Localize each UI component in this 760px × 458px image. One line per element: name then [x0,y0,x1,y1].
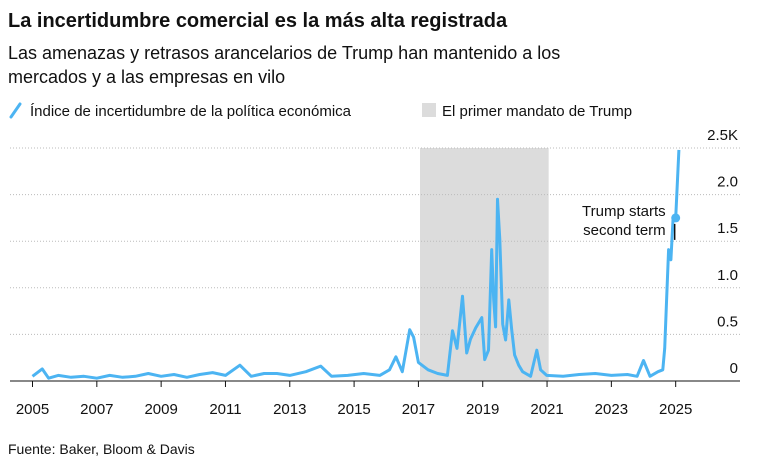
x-tick-label: 2009 [144,401,177,418]
chart-title: La incertidumbre comercial es la más alt… [8,10,508,32]
x-tick-label: 2005 [16,401,49,418]
x-tick-label: 2023 [595,401,628,418]
legend-label: Índice de incertidumbre de la política e… [30,103,352,120]
y-tick-label: 2.0 [717,174,738,191]
data-line [31,149,681,380]
x-tick-label: 2011 [209,401,241,418]
x-tick-label: 2021 [530,401,563,418]
legend-line [9,102,22,119]
x-tick-label: 2013 [273,401,306,418]
x-tick-label: 2017 [402,401,435,418]
annotation-text: Trump starts [582,203,666,220]
subtitle: Las amenazas y retrasos arancelarios de … [8,43,560,63]
x-tick-label: 2015 [337,401,370,418]
y-tick-label: 1.0 [717,267,738,284]
annotation-dot [671,213,681,223]
legend-swatch [422,103,436,117]
source: Fuente: Baker, Bloom & Davis [8,441,195,457]
x-tick-label: 2019 [466,401,499,418]
y-tick-label: 0.5 [717,313,738,330]
x-tick-label: 2025 [659,401,692,418]
y-tick-label: 0 [730,360,738,377]
subtitle: mercados y a las empresas en vilo [8,67,285,87]
legend-label: El primer mandato de Trump [442,103,632,120]
y-tick-label: 2.5K [707,127,738,144]
annotation-text: second term [583,222,666,239]
x-tick-label: 2007 [80,401,113,418]
y-tick-label: 1.5 [717,220,738,237]
